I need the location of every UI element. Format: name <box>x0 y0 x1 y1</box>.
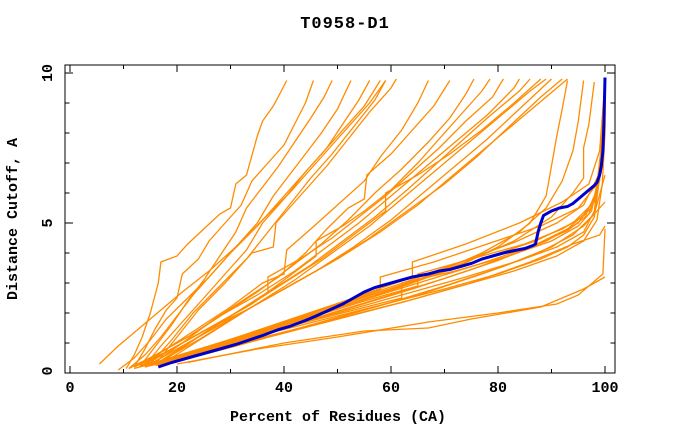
model-curve <box>117 80 381 371</box>
y-tick-label: 0 <box>40 366 57 375</box>
tick-labels: 0 20 40 60 80 100 0 5 10 <box>40 64 619 397</box>
plot-title: T0958-D1 <box>300 15 390 34</box>
model-curve <box>128 78 520 370</box>
x-tick-label: 20 <box>168 380 186 397</box>
y-tick-label: 10 <box>40 64 57 82</box>
model-curve <box>139 80 333 368</box>
model-curve <box>139 80 429 368</box>
model-curve <box>155 78 397 365</box>
x-tick-label: 40 <box>275 380 293 397</box>
model-curves <box>98 77 607 371</box>
model-curve <box>98 80 387 365</box>
model-curve <box>139 78 542 368</box>
y-axis-label: Distance Cutoff, A <box>5 138 22 300</box>
model-curve <box>176 225 606 362</box>
x-axis-label: Percent of Residues (CA) <box>230 409 446 426</box>
model-curve <box>144 80 585 367</box>
x-tick-label: 60 <box>382 380 400 397</box>
model-curve <box>176 228 606 365</box>
model-curve <box>149 80 387 365</box>
model-curve <box>144 80 371 366</box>
x-tick-label: 100 <box>591 380 618 397</box>
x-tick-label: 0 <box>65 380 74 397</box>
highlighted-model-curve <box>157 77 607 369</box>
plot-border <box>64 64 616 374</box>
model-curve <box>133 80 315 368</box>
x-tick-label: 80 <box>489 380 507 397</box>
model-curve <box>187 276 606 364</box>
model-curve <box>155 78 568 365</box>
model-curve <box>160 81 595 365</box>
model-curve <box>125 80 288 369</box>
model-curve <box>128 80 352 369</box>
y-tick-label: 5 <box>40 218 57 227</box>
axis-frame-and-ticks <box>64 64 616 374</box>
model-curve <box>149 78 552 365</box>
